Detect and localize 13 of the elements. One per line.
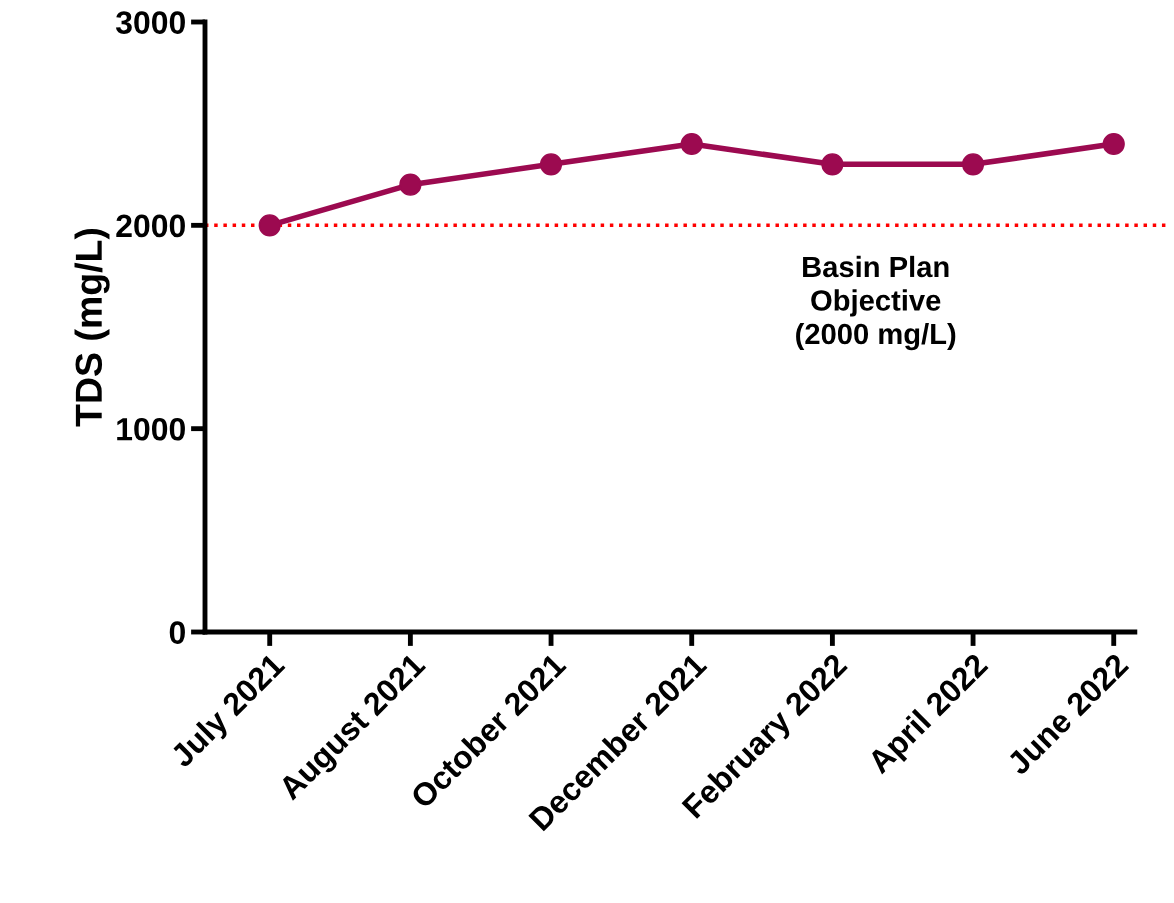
y-tick-label: 2000 [116,214,185,238]
point [399,173,422,196]
point [1102,132,1125,156]
point [821,153,844,176]
y-tick-label: 3000 [115,11,185,34]
ref-line-label: Basin Plan Objective (2000 mg/L) [796,255,956,351]
point [258,214,281,237]
point [539,153,563,176]
y-axis-title: TDS (mg/L) [74,228,110,427]
y-tick-label: 0 [169,621,185,644]
point [680,132,703,156]
y-tick-label: 1000 [117,417,185,441]
point [961,153,985,176]
